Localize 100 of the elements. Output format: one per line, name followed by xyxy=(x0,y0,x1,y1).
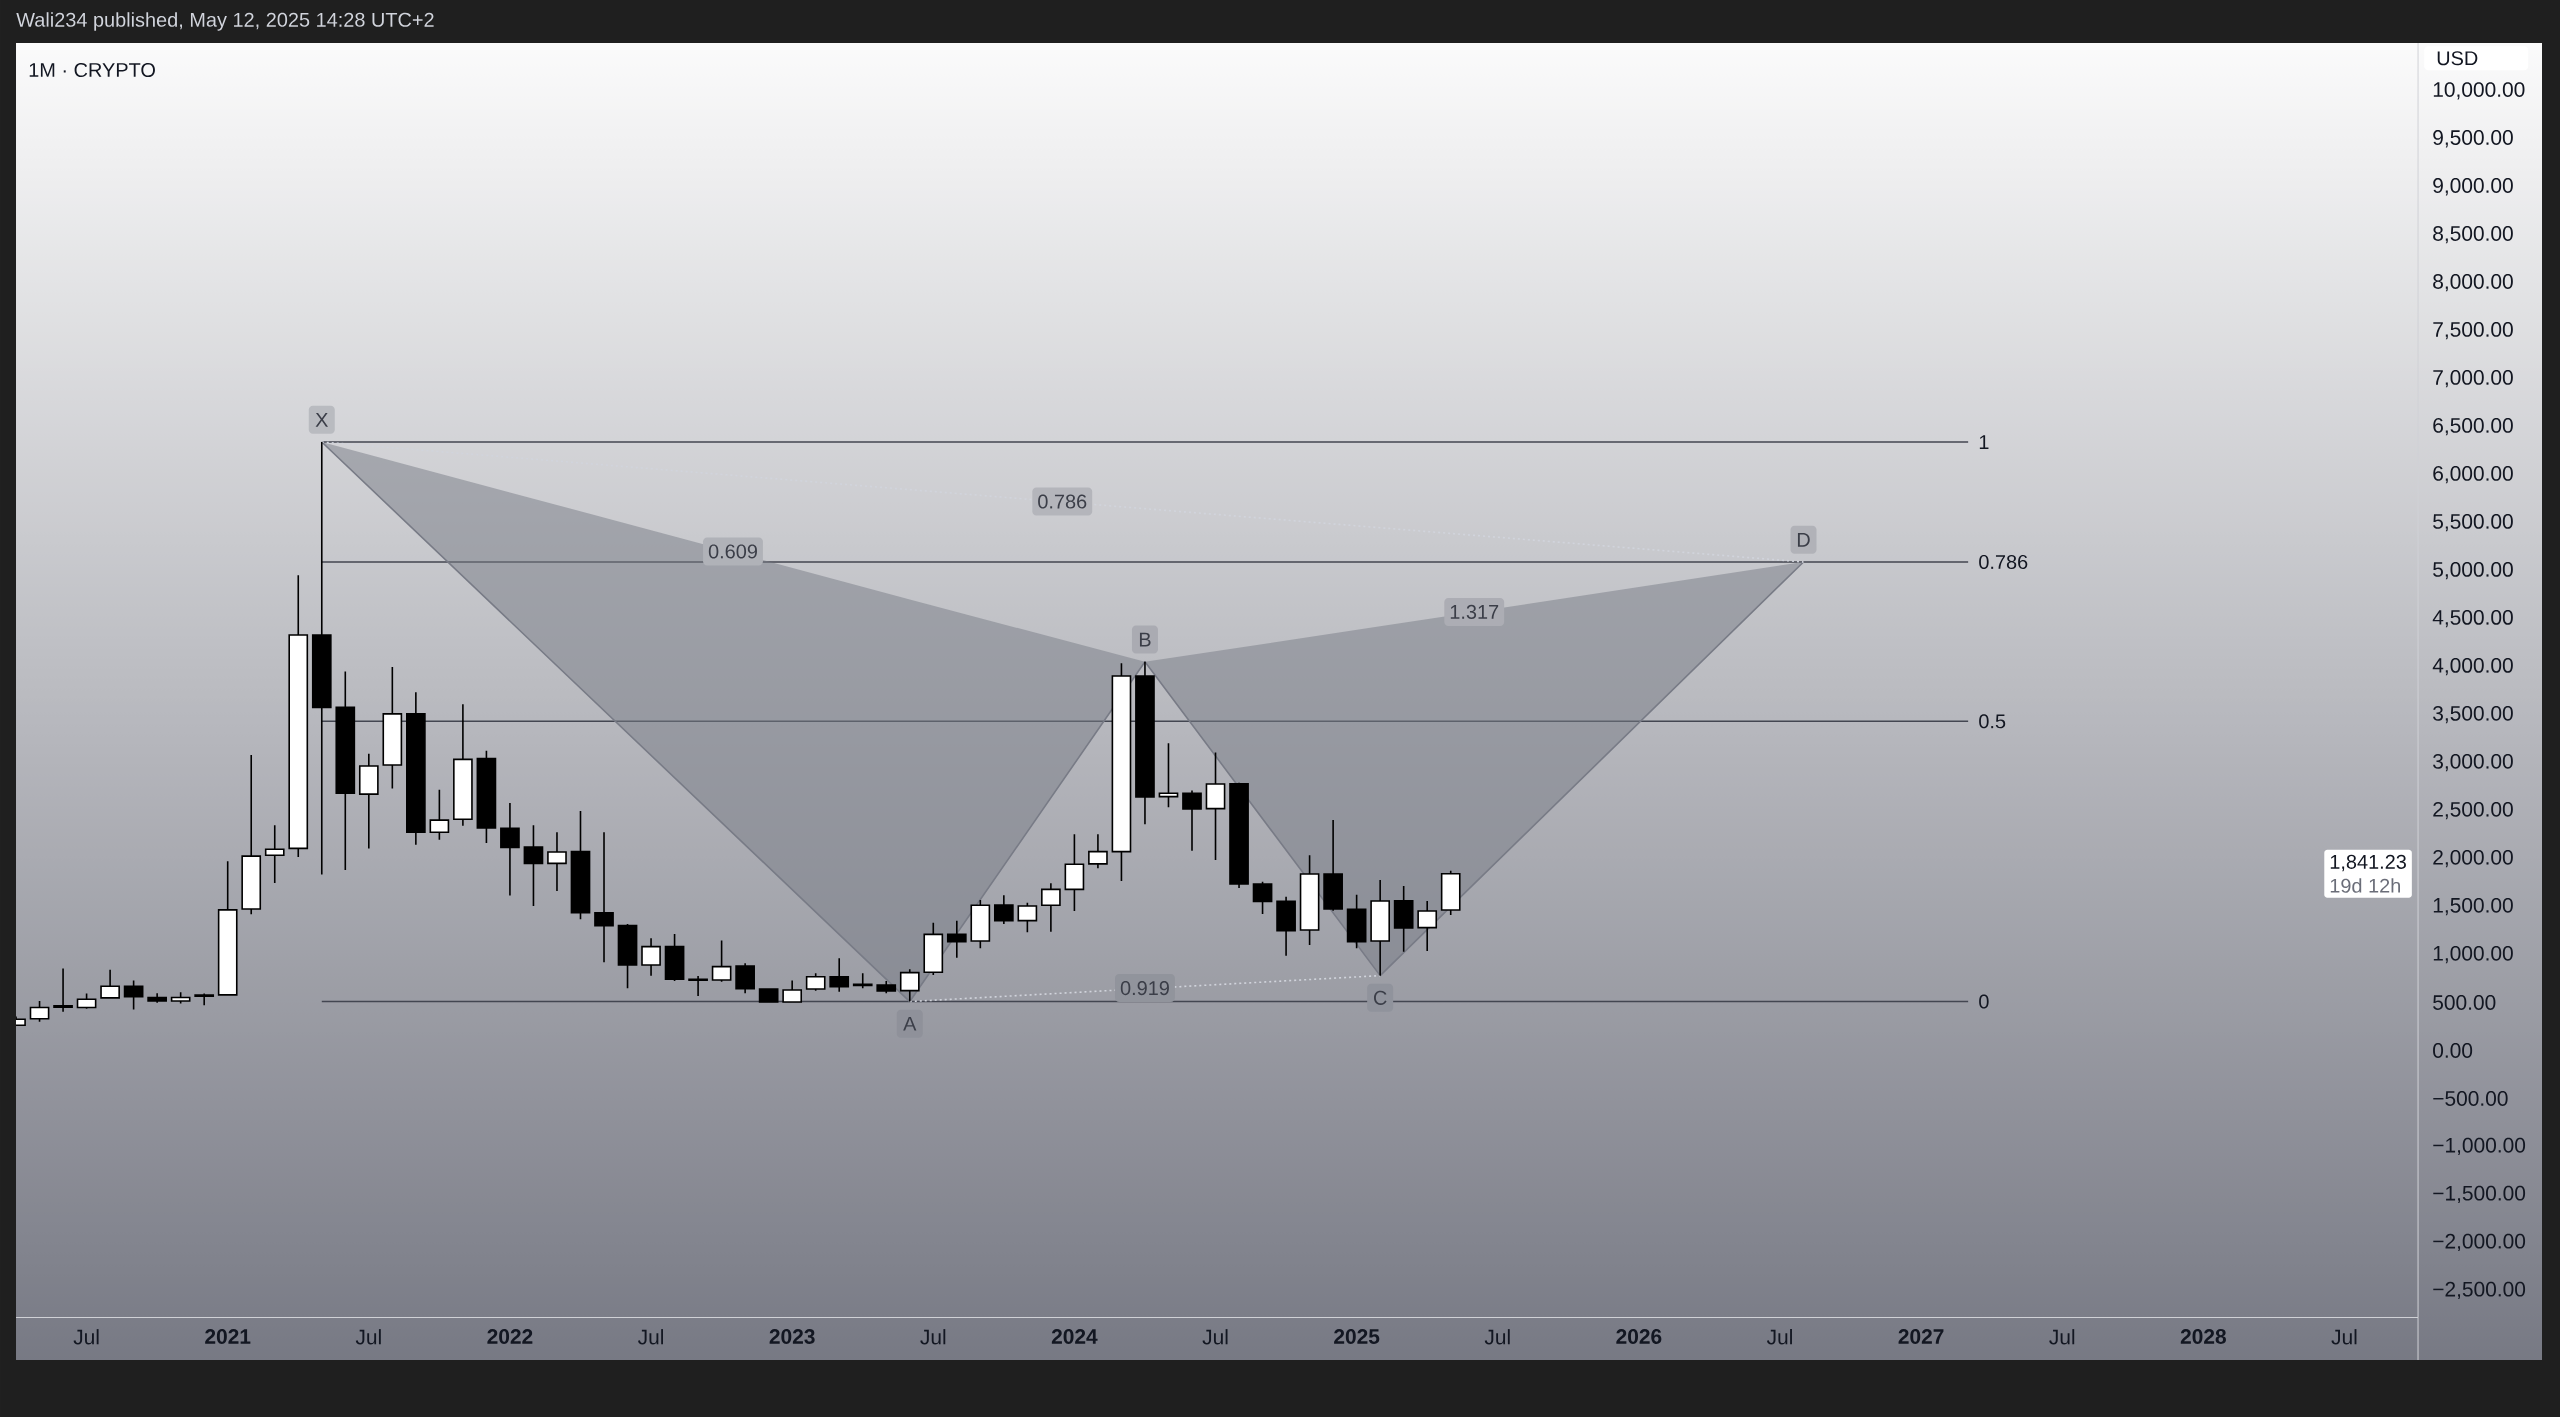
candlestick xyxy=(1440,869,1461,916)
candlestick xyxy=(735,962,755,995)
candlestick xyxy=(1252,880,1273,915)
candlestick xyxy=(899,968,920,1003)
y-tick-label: 8,500.00 xyxy=(2433,226,2513,244)
candlestick xyxy=(1064,833,1085,912)
text: 1M · CRYPTO xyxy=(29,62,155,78)
candlestick xyxy=(594,831,614,964)
series-label: 0 xyxy=(1979,994,1989,1009)
annotation: 0.786 xyxy=(1038,494,1087,509)
candlestick xyxy=(217,860,238,997)
x-tick-label: Jul xyxy=(920,1329,946,1345)
candlestick xyxy=(147,992,167,1004)
candlestick xyxy=(1417,900,1438,952)
annotation: X xyxy=(315,412,329,427)
y-tick-label: 1,000.00 xyxy=(2433,945,2513,964)
candlestick xyxy=(335,670,356,871)
y-tick-label: 8,000.00 xyxy=(2433,274,2513,292)
annotation: 1,841.23 xyxy=(2330,854,2406,872)
candlestick xyxy=(970,899,991,950)
candlestick xyxy=(406,691,426,846)
candlestick xyxy=(1041,882,1061,933)
candlestick xyxy=(453,703,473,827)
series-label: 0.786 xyxy=(1979,554,2028,570)
candlestick xyxy=(76,992,97,1010)
y-tick-label: 7,500.00 xyxy=(2433,322,2513,340)
candlestick xyxy=(1323,819,1343,912)
candlestick xyxy=(946,919,967,959)
candlestick xyxy=(1299,854,1320,946)
series-label: 0.5 xyxy=(1979,714,2006,729)
annotation: 0.919 xyxy=(1120,981,1169,996)
y-tick-label: −1,500.00 xyxy=(2433,1185,2526,1204)
y-tick-label: 4,000.00 xyxy=(2432,657,2513,676)
candlestick xyxy=(264,824,285,884)
text: Wali234 published, May 12, 2025 14:28 UTC+2 xyxy=(16,12,434,31)
x-tick-label: Jul xyxy=(73,1329,99,1345)
x-tick-label: 2026 xyxy=(1616,1329,1662,1344)
x-tick-label: Jul xyxy=(2049,1329,2075,1345)
candlestick xyxy=(358,753,379,850)
x-tick-label: 2027 xyxy=(1898,1329,1944,1344)
candlestick xyxy=(1111,662,1132,882)
candlestick xyxy=(1276,895,1296,957)
y-tick-label: 1,500.00 xyxy=(2433,897,2513,916)
x-tick-label: 2022 xyxy=(487,1329,533,1344)
candlestick xyxy=(241,754,262,916)
y-tick-label: 0.00 xyxy=(2433,1043,2473,1058)
candlestick xyxy=(1370,879,1391,977)
y-tick-label: 4,500.00 xyxy=(2432,609,2513,628)
annotation: B xyxy=(1139,632,1151,647)
x-tick-label: Jul xyxy=(638,1329,664,1345)
x-tick-label: Jul xyxy=(2331,1329,2357,1345)
candlestick xyxy=(1088,833,1108,870)
series-label: 1 xyxy=(1979,435,1989,449)
y-tick-label: 2,500.00 xyxy=(2433,801,2513,820)
candlestick xyxy=(923,921,944,976)
y-tick-label: 3,500.00 xyxy=(2433,705,2513,724)
y-tick-label: 5,500.00 xyxy=(2433,514,2513,532)
y-tick-label: 3,000.00 xyxy=(2433,753,2513,772)
y-tick-label: 6,000.00 xyxy=(2433,466,2513,484)
annotation: A xyxy=(903,1016,917,1031)
annotation: 1.317 xyxy=(1450,604,1499,619)
candlestick xyxy=(53,967,73,1013)
candlestick xyxy=(876,980,897,995)
candlestick xyxy=(194,992,215,1007)
candlestick xyxy=(476,749,497,844)
candlestick xyxy=(311,441,332,876)
y-tick-label: 2,000.00 xyxy=(2433,849,2513,868)
y-tick-label: 500.00 xyxy=(2433,995,2496,1010)
candlestick xyxy=(805,972,826,992)
x-tick-label: 2024 xyxy=(1051,1329,1098,1344)
y-tick-label: 5,000.00 xyxy=(2433,561,2513,580)
y-tick-label: 6,500.00 xyxy=(2433,418,2513,436)
y-tick-label: −2,500.00 xyxy=(2433,1281,2526,1300)
candlestick xyxy=(1182,789,1202,852)
x-tick-label: Jul xyxy=(355,1329,381,1345)
candlestick xyxy=(170,991,191,1005)
y-tick-label: 9,000.00 xyxy=(2433,178,2513,196)
candlestick xyxy=(829,957,850,993)
candlestick xyxy=(1229,781,1249,889)
annotation: 0.609 xyxy=(708,544,757,559)
candlestick xyxy=(993,894,1014,925)
candlestick xyxy=(123,979,144,1011)
x-tick-label: Jul xyxy=(1202,1329,1228,1345)
y-axis-title: USD xyxy=(2437,51,2478,66)
candlestick xyxy=(429,789,450,841)
candlestick xyxy=(500,802,520,897)
candlestick xyxy=(782,979,803,1004)
y-tick-label: 10,000.00 xyxy=(2433,82,2525,100)
candlestick xyxy=(29,1000,50,1023)
candlestick xyxy=(288,574,309,858)
candlestick xyxy=(711,939,732,983)
candlestick xyxy=(617,923,638,990)
candlestick xyxy=(852,972,873,990)
candlestick xyxy=(1346,893,1367,950)
x-tick-label: 2021 xyxy=(205,1329,251,1344)
candlestick xyxy=(641,937,661,977)
candlestick xyxy=(664,933,685,982)
candlestick xyxy=(688,975,708,997)
candlestick xyxy=(382,666,403,790)
x-tick-label: 2023 xyxy=(769,1329,815,1344)
